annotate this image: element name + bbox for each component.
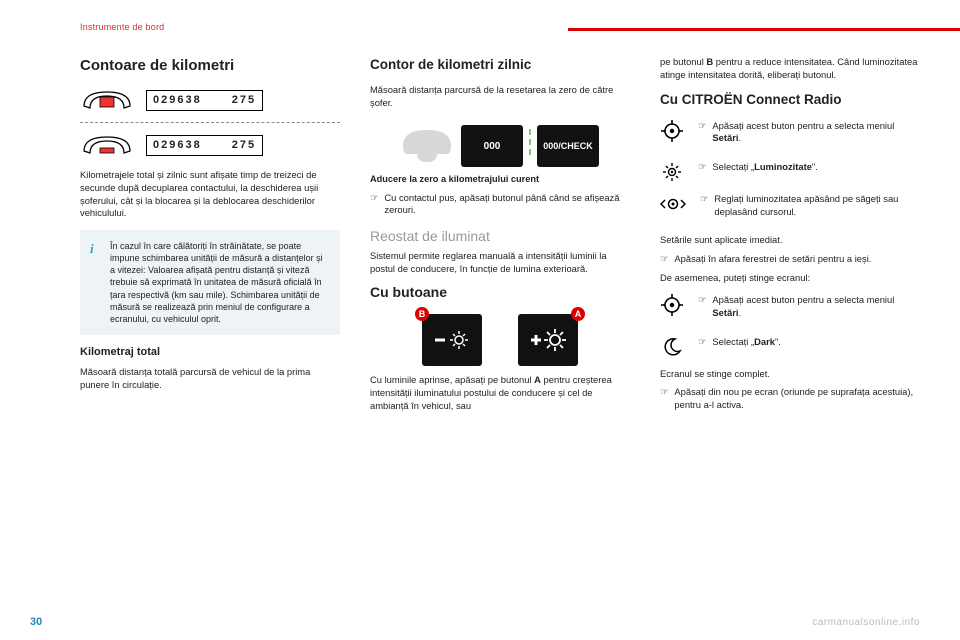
info-box: i În cazul în care călătoriți în străină… bbox=[80, 230, 340, 335]
reactivate-step: ☞ Apăsați din nou pe ecran (oriunde pe s… bbox=[660, 386, 920, 411]
total-km-description: Măsoară distanța totală parcursă de vehi… bbox=[80, 366, 340, 391]
brightness-buttons-figure: B A bbox=[370, 314, 630, 366]
odometer-trip-1: 275 bbox=[232, 93, 256, 108]
badge-a: A bbox=[571, 307, 585, 321]
pointer-icon: ☞ bbox=[660, 253, 668, 266]
odometer-divider bbox=[80, 122, 340, 123]
icon-step: ☞Apăsați acest buton pentru a selecta me… bbox=[660, 120, 920, 151]
page-number: 30 bbox=[30, 616, 42, 628]
reset-step: ☞ Cu contactul pus, apăsați butonul până… bbox=[370, 192, 630, 217]
pointer-icon: ☞ bbox=[698, 336, 706, 349]
reset-caption: Aducere la zero a kilometrajului curent bbox=[370, 173, 630, 185]
step-body: Selectați „Dark". bbox=[712, 336, 780, 349]
heading-total-km: Kilometraj total bbox=[80, 345, 340, 360]
exit-step-text: Apăsați în afara ferestrei de setări pen… bbox=[674, 253, 871, 266]
odometer-total-1: 029638 bbox=[153, 93, 202, 108]
content-columns: Contoare de kilometri 029638 275 bbox=[80, 56, 920, 610]
heading-connect-radio: Cu CITROËN Connect Radio bbox=[660, 91, 920, 109]
trip-button-right: 000/CHECK bbox=[537, 125, 599, 167]
heading-with-buttons: Cu butoane bbox=[370, 283, 630, 302]
trip-button-right-label: 000/CHECK bbox=[543, 140, 593, 152]
heading-odometers: Contoare de kilometri bbox=[80, 56, 340, 76]
sun-icon bbox=[660, 161, 684, 183]
settings-steps-list-2: ☞Apăsați acest buton pentru a selecta me… bbox=[660, 294, 920, 357]
odometer-trip-2: 275 bbox=[232, 138, 256, 153]
pointer-icon: ☞ bbox=[698, 294, 706, 319]
odometer-display-1: 029638 275 bbox=[146, 90, 263, 111]
screen-off-text: Ecranul se stinge complet. bbox=[660, 368, 920, 381]
gauge-icon bbox=[80, 131, 134, 159]
odometer-row-1: 029638 275 bbox=[80, 86, 340, 114]
daily-km-description: Măsoară distanța parcursă de la resetare… bbox=[370, 84, 630, 109]
icon-step: ☞ Selectați „Luminozitate". bbox=[660, 161, 920, 183]
pointer-icon: ☞ bbox=[370, 192, 378, 217]
info-icon: i bbox=[90, 240, 102, 252]
reostat-description: Sistemul permite reglarea manuală a inte… bbox=[370, 250, 630, 275]
also-off-text: De asemenea, puteți stinge ecranul: bbox=[660, 272, 920, 285]
brightness-down-button: B bbox=[422, 314, 482, 366]
slider-icon bbox=[660, 193, 686, 215]
icon-step-text: ☞Apăsați acest buton pentru a selecta me… bbox=[698, 120, 920, 151]
icon-step: ☞ Selectați „Dark". bbox=[660, 336, 920, 358]
step-body: Reglați luminozitatea apăsând pe săgeți … bbox=[714, 193, 920, 218]
odometer-figure: 029638 275 029638 275 bbox=[80, 86, 340, 159]
icon-step: ☞Reglați luminozitatea apăsând pe săgeți… bbox=[660, 193, 920, 224]
trip-reset-figure: 000 000/CHECK bbox=[370, 124, 630, 168]
dashboard-shape-icon bbox=[401, 124, 453, 164]
brightness-up-button: A bbox=[518, 314, 578, 366]
icon-step-text: ☞ Selectați „Luminozitate". bbox=[698, 161, 920, 180]
trip-indicator-dashes bbox=[529, 129, 531, 163]
exit-step: ☞ Apăsați în afara ferestrei de setări p… bbox=[660, 253, 920, 266]
odometer-display-2: 029638 275 bbox=[146, 135, 263, 156]
trip-button-left-label: 000 bbox=[484, 140, 501, 154]
pointer-icon: ☞ bbox=[660, 386, 668, 411]
step-body: Selectați „Luminozitate". bbox=[712, 161, 817, 174]
heading-daily-km: Contor de kilometri zilnic bbox=[370, 56, 630, 74]
icon-step: ☞Apăsați acest buton pentru a selecta me… bbox=[660, 294, 920, 325]
buttons-desc-bold: A bbox=[534, 374, 541, 385]
header-accent-bar bbox=[568, 28, 960, 31]
reset-step-text: Cu contactul pus, apăsați butonul până c… bbox=[384, 192, 630, 217]
step-body: Apăsați acest buton pentru a selecta men… bbox=[712, 294, 920, 319]
badge-b: B bbox=[415, 307, 429, 321]
odometer-row-2: 029638 275 bbox=[80, 131, 340, 159]
buttons-desc-pre: Cu luminile aprinse, apăsați pe butonul bbox=[370, 374, 534, 385]
moon-icon bbox=[660, 336, 684, 358]
info-text: În cazul în care călătoriți în străinăta… bbox=[110, 241, 323, 324]
settings-steps-list-1: ☞Apăsați acest buton pentru a selecta me… bbox=[660, 120, 920, 225]
buttons-description: Cu luminile aprinse, apăsați pe butonul … bbox=[370, 374, 630, 412]
col3-cont-pre: pe butonul bbox=[660, 56, 706, 67]
column-3: pe butonul B pentru a reduce intensitate… bbox=[660, 56, 920, 610]
pointer-icon: ☞ bbox=[698, 161, 706, 174]
pointer-icon: ☞ bbox=[698, 120, 706, 145]
watermark: carmanualsonline.info bbox=[812, 617, 920, 628]
trip-button-left: 000 bbox=[461, 125, 523, 167]
odometer-description: Kilometrajele total și zilnic sunt afișa… bbox=[80, 169, 340, 220]
column-2: Contor de kilometri zilnic Măsoară dista… bbox=[370, 56, 630, 610]
pointer-icon: ☞ bbox=[700, 193, 708, 218]
reactivate-step-text: Apăsați din nou pe ecran (oriunde pe sup… bbox=[674, 386, 920, 411]
target-icon bbox=[660, 120, 684, 142]
settings-applied-text: Setările sunt aplicate imediat. bbox=[660, 234, 920, 247]
odometer-total-2: 029638 bbox=[153, 138, 202, 153]
icon-step-text: ☞Apăsați acest buton pentru a selecta me… bbox=[698, 294, 920, 325]
gauge-icon bbox=[80, 86, 134, 114]
heading-reostat: Reostat de iluminat bbox=[370, 227, 630, 246]
breadcrumb: Instrumente de bord bbox=[80, 22, 164, 32]
col3-continuation: pe butonul B pentru a reduce intensitate… bbox=[660, 56, 920, 81]
target-icon bbox=[660, 294, 684, 316]
step-body: Apăsați acest buton pentru a selecta men… bbox=[712, 120, 920, 145]
icon-step-text: ☞Reglați luminozitatea apăsând pe săgeți… bbox=[700, 193, 920, 224]
column-1: Contoare de kilometri 029638 275 bbox=[80, 56, 340, 610]
icon-step-text: ☞ Selectați „Dark". bbox=[698, 336, 920, 355]
